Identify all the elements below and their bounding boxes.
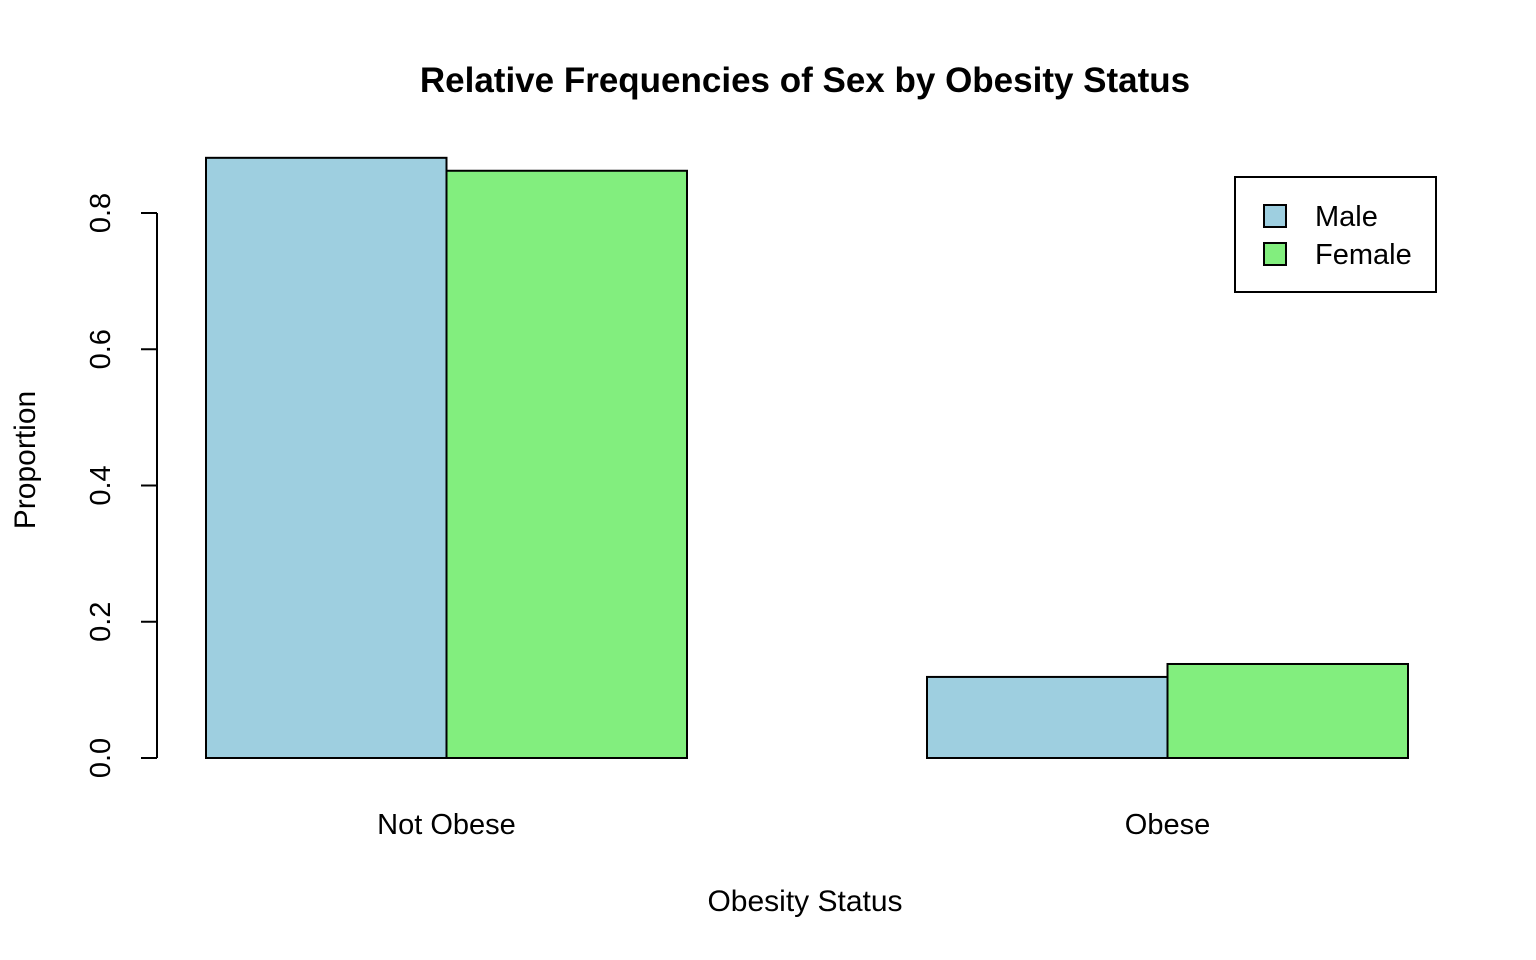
bar-female-obese — [1166, 662, 1409, 759]
legend-label-female: Female — [1315, 239, 1412, 271]
legend-swatch-male — [1263, 204, 1287, 228]
x-category-label: Obese — [1125, 809, 1210, 841]
category-labels: Not Obese Obese — [377, 809, 1210, 841]
bar-male-obese — [926, 675, 1169, 760]
x-axis-label: Obesity Status — [707, 885, 902, 918]
y-tick-label: 0.8 — [85, 193, 117, 233]
legend: Male Female — [1234, 176, 1437, 293]
bars — [205, 156, 1409, 760]
y-tick-label: 0.4 — [85, 465, 117, 505]
bar-female-not-obese — [445, 169, 688, 759]
legend-box — [1234, 176, 1437, 293]
y-axis: 0.0 0.2 0.4 0.6 0.8 — [85, 193, 158, 778]
chart-title: Relative Frequencies of Sex by Obesity S… — [420, 61, 1190, 100]
x-category-label: Not Obese — [377, 809, 516, 841]
y-axis-label: Proportion — [9, 391, 42, 529]
y-tick-label: 0.6 — [85, 329, 117, 369]
legend-swatch-female — [1263, 242, 1287, 266]
legend-label-male: Male — [1315, 201, 1378, 233]
y-tick-label: 0.0 — [85, 738, 117, 778]
bar-male-not-obese — [205, 156, 448, 760]
y-tick-label: 0.2 — [85, 602, 117, 642]
